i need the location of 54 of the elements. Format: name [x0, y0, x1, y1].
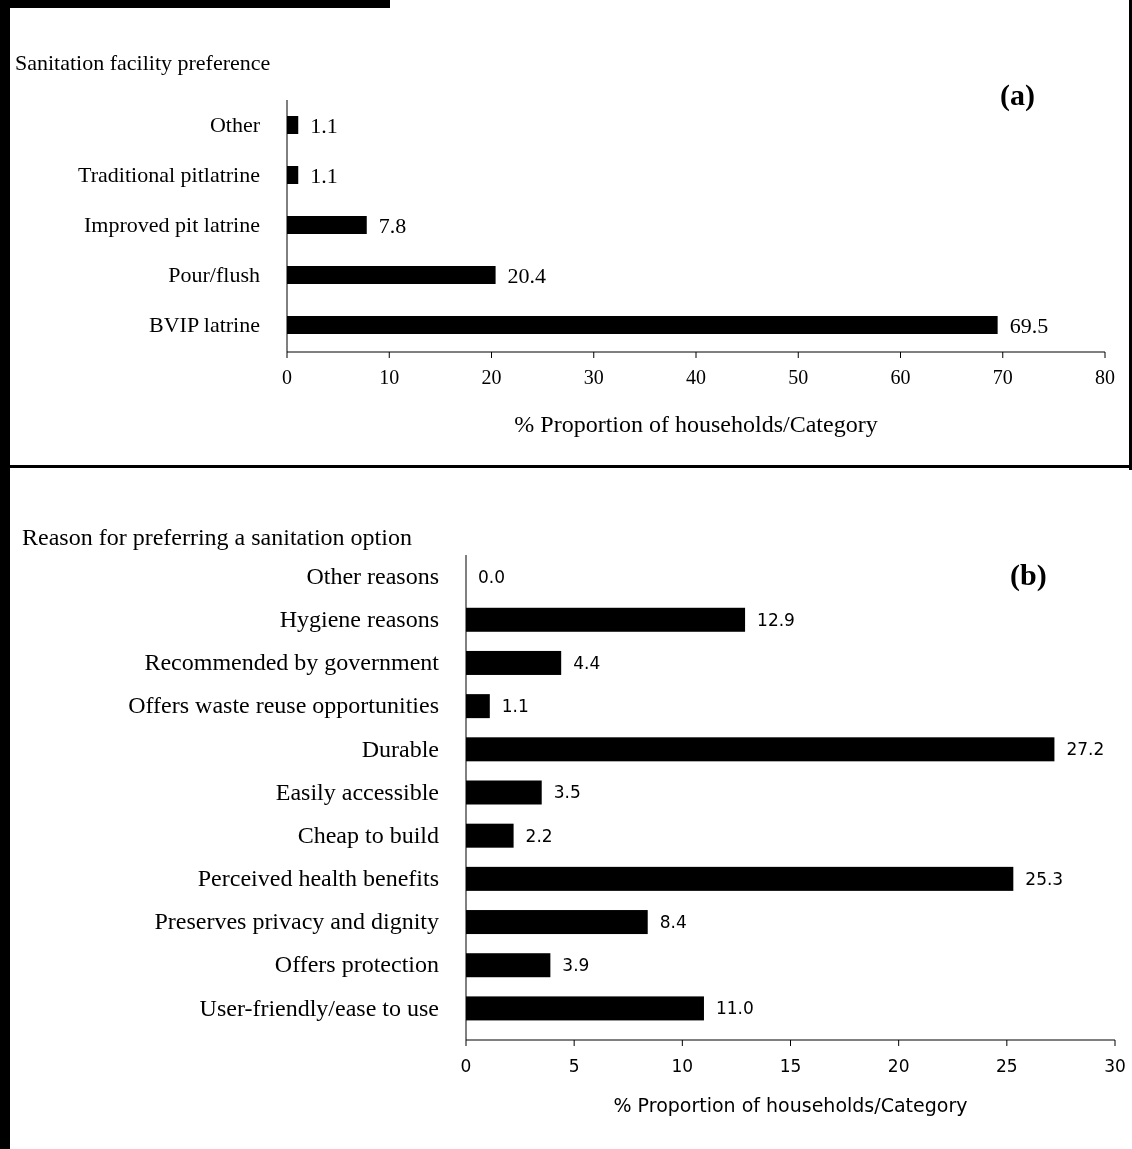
x-tick-label: 50 — [788, 366, 809, 388]
y-tick-label: Preserves privacy and dignity — [154, 908, 439, 935]
data-label: 1.1 — [310, 112, 338, 138]
y-tick-label: Perceived health benefits — [197, 865, 439, 892]
x-tick-label: 20 — [887, 1056, 910, 1076]
x-tick-label: 30 — [1104, 1056, 1126, 1076]
x-tick-label: 10 — [671, 1056, 694, 1076]
x-tick-label: 60 — [890, 366, 911, 388]
data-label: 7.8 — [378, 212, 407, 238]
y-tick-label: Hygiene reasons — [279, 605, 439, 632]
x-tick-label: 80 — [1095, 366, 1115, 388]
x-tick-label: 20 — [481, 366, 502, 388]
y-tick-label: Easily accessible — [275, 778, 439, 805]
data-label: 4.4 — [573, 652, 601, 673]
data-label: 0.0 — [478, 566, 506, 587]
y-tick-label: Pour/flush — [168, 261, 260, 287]
x-tick-label: 10 — [379, 366, 400, 388]
x-axis-title: % Proportion of households/Category — [514, 411, 878, 437]
data-label: 12.9 — [757, 609, 795, 630]
chart-title: Sanitation facility preference — [15, 50, 271, 75]
data-label: 27.2 — [1066, 739, 1105, 760]
y-tick-label: User-friendly/ease to use — [199, 994, 439, 1021]
data-label: 3.5 — [553, 782, 581, 803]
data-label: 2.2 — [525, 825, 553, 846]
y-tick-label: Durable — [361, 735, 439, 762]
data-label: 69.5 — [1009, 312, 1049, 338]
data-label: 1.1 — [310, 162, 338, 188]
x-tick-label: 15 — [779, 1056, 802, 1076]
data-label: 11.0 — [715, 998, 754, 1019]
x-axis-title: % Proportion of households/Category — [613, 1094, 968, 1116]
y-tick-label: Other reasons — [306, 562, 439, 589]
x-tick-label: 40 — [686, 366, 706, 388]
y-tick-label: Recommended by government — [144, 649, 440, 676]
y-tick-label: BVIP latrine — [149, 311, 260, 337]
data-label: 1.1 — [501, 696, 529, 717]
text: Reason for preferring a sanitation option — [22, 524, 412, 550]
x-tick-label: 0 — [282, 366, 292, 388]
data-label: 25.3 — [1025, 868, 1064, 889]
x-tick-label: 70 — [992, 366, 1013, 388]
data-label: 20.4 — [507, 262, 547, 288]
y-tick-label: Offers protection — [274, 951, 439, 978]
x-tick-label: 0 — [460, 1056, 472, 1076]
x-tick-label: 30 — [583, 366, 604, 388]
y-tick-label: Offers waste reuse opportunities — [128, 692, 439, 719]
data-label: 8.4 — [659, 912, 687, 932]
y-tick-label: Other — [209, 111, 261, 137]
annotation: (a) — [1000, 78, 1035, 112]
x-tick-label: 25 — [996, 1056, 1018, 1076]
annotation: (b) — [1010, 558, 1047, 592]
data-label: 3.9 — [562, 955, 590, 976]
x-tick-label: 5 — [568, 1056, 580, 1076]
y-tick-label: Traditional pitlatrine — [78, 161, 260, 187]
y-tick-label: Cheap to build — [297, 821, 439, 848]
y-tick-label: Improved pit latrine — [84, 211, 260, 237]
